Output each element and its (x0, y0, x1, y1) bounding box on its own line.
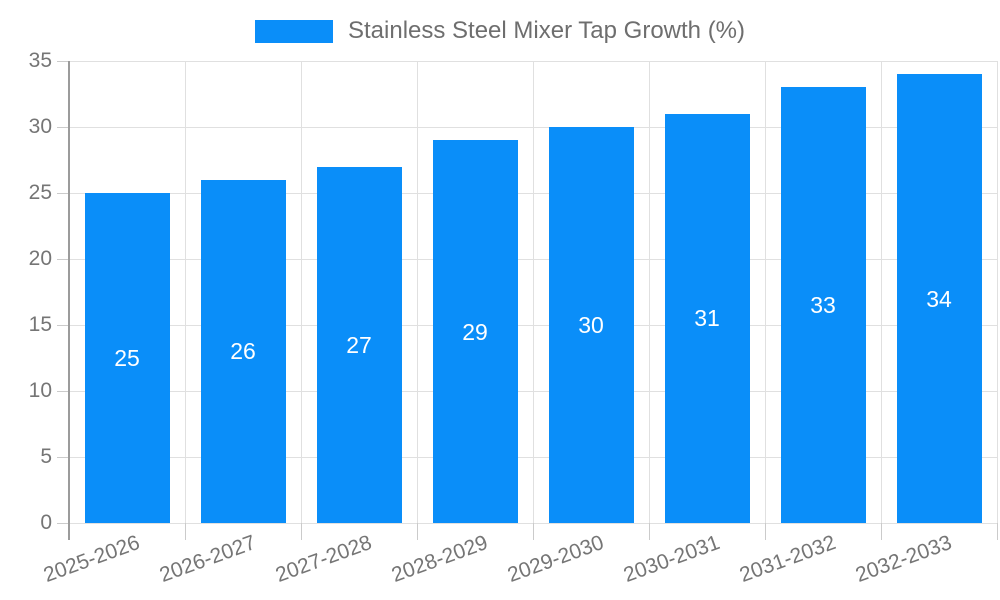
y-tick-label: 25 (28, 181, 52, 204)
y-tick-label: 15 (28, 313, 52, 336)
bar[interactable] (84, 193, 170, 523)
legend-item[interactable]: Stainless Steel Mixer Tap Growth (%) (0, 17, 1000, 45)
bar-value-label: 26 (230, 338, 256, 365)
legend-swatch (254, 19, 333, 43)
bar[interactable] (896, 74, 982, 523)
x-axis-tick (996, 523, 998, 540)
bar[interactable] (548, 127, 634, 523)
bar[interactable] (316, 166, 402, 523)
gridline-vertical (764, 61, 766, 523)
x-axis-tick (300, 523, 302, 540)
y-axis-line (68, 61, 70, 540)
y-tick-label: 5 (40, 445, 52, 468)
x-axis-tick (184, 523, 186, 540)
bar-value-label: 29 (462, 318, 488, 345)
x-axis-tick (648, 523, 650, 540)
gridline-vertical (532, 61, 534, 523)
y-tick-label: 35 (28, 49, 52, 72)
x-axis-tick (416, 523, 418, 540)
bar-value-label: 34 (926, 285, 952, 312)
gridline-vertical (648, 61, 650, 523)
gridline-vertical (880, 61, 882, 523)
gridline-vertical (996, 61, 998, 523)
x-axis-tick (532, 523, 534, 540)
y-axis-tick (57, 324, 69, 326)
x-axis-tick (764, 523, 766, 540)
legend-label: Stainless Steel Mixer Tap Growth (%) (347, 17, 746, 44)
y-axis-tick (57, 456, 69, 458)
bar[interactable] (780, 87, 866, 523)
y-axis-tick (57, 258, 69, 260)
bar-value-label: 31 (694, 305, 720, 332)
y-axis-tick (57, 192, 69, 194)
x-axis-tick (880, 523, 882, 540)
y-tick-label: 20 (28, 247, 52, 270)
y-axis-tick (57, 126, 69, 128)
bar[interactable] (432, 140, 518, 523)
y-tick-label: 10 (28, 379, 52, 402)
bar-value-label: 27 (346, 331, 372, 358)
bar-value-label: 25 (114, 345, 140, 371)
y-tick-label: 30 (28, 115, 52, 138)
gridline-vertical (416, 61, 418, 523)
bar-value-label: 30 (578, 312, 604, 338)
y-axis-tick (57, 522, 69, 524)
gridline-vertical (184, 61, 186, 523)
gridline-vertical (300, 61, 302, 523)
bar[interactable] (200, 179, 286, 523)
y-axis-tick (57, 390, 69, 392)
y-tick-label: 0 (40, 511, 52, 534)
bar-value-label: 33 (810, 292, 836, 319)
bar[interactable] (664, 113, 750, 523)
y-axis-tick (57, 60, 69, 62)
